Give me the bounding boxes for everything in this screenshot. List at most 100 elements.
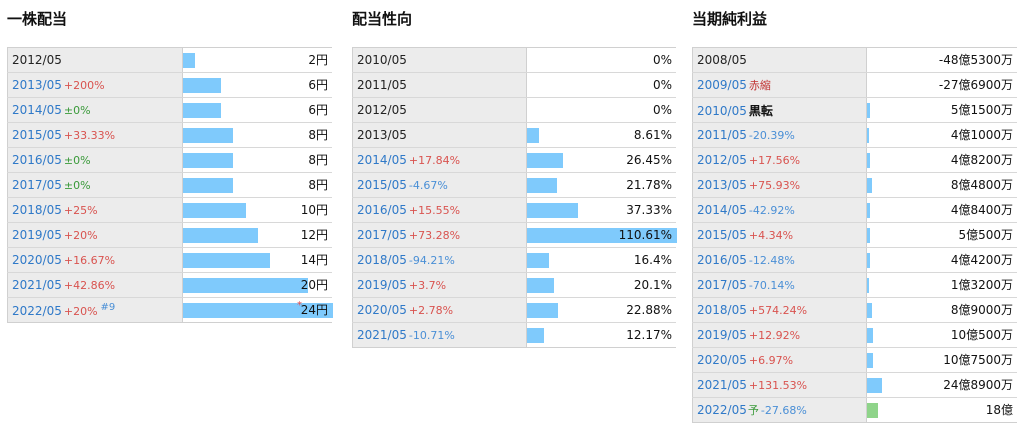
value-cell: 18億 [865, 397, 1017, 423]
period-label[interactable]: 2019/05 [12, 228, 62, 242]
period-label[interactable]: 2021/05 [697, 378, 747, 392]
value-cell: -48億5300万 [865, 47, 1017, 73]
value-cell: 6円 [181, 97, 332, 123]
period-cell: 2012/05 [7, 47, 183, 73]
period-label[interactable]: 2018/05 [697, 303, 747, 317]
period-cell: 2014/05 +17.84% [352, 147, 527, 173]
change-percent: +17.84% [408, 154, 461, 167]
value-cell: 12.17% [525, 322, 676, 348]
period-cell: 2014/05 -42.92% [692, 197, 867, 223]
period-label[interactable]: 2015/05 [697, 228, 747, 242]
table-row: 2013/05 +75.93% 8億4800万 [692, 172, 1017, 198]
change-percent: -20.39% [748, 129, 795, 142]
period-label[interactable]: 2020/05 [357, 303, 407, 317]
value-cell: 20.1% [525, 272, 676, 298]
table-row: 2016/05 ±0% 8円 [7, 147, 332, 173]
period-cell: 2015/05 -4.67% [352, 172, 527, 198]
value-bar [866, 203, 870, 218]
period-label[interactable]: 2020/05 [697, 353, 747, 367]
period-label[interactable]: 2014/05 [697, 203, 747, 217]
value-text: 8円 [308, 178, 328, 192]
value-bar [866, 403, 878, 418]
period-label: 2012/05 [12, 53, 62, 67]
value-cell: 4億8200万 [865, 147, 1017, 173]
value-cell: 24億8900万 [865, 372, 1017, 398]
period-label[interactable]: 2019/05 [697, 328, 747, 342]
value-bar [866, 178, 872, 193]
value-cell: 4億1000万 [865, 122, 1017, 148]
period-label[interactable]: 2015/05 [357, 178, 407, 192]
table-row: 2020/05 +6.97% 10億7500万 [692, 347, 1017, 373]
period-label[interactable]: 2016/05 [357, 203, 407, 217]
period-label[interactable]: 2017/05 [697, 278, 747, 292]
panel-title: 当期純利益 [692, 10, 768, 28]
value-bar [866, 128, 869, 143]
value-cell: 22.88% [525, 297, 676, 323]
change-percent: +75.93% [748, 179, 801, 192]
period-label[interactable]: 2011/05 [697, 128, 747, 142]
value-bar [182, 228, 258, 243]
value-text: 6円 [308, 78, 328, 92]
period-label[interactable]: 2018/05 [357, 253, 407, 267]
footnote-link[interactable]: #9 [100, 302, 116, 313]
value-cell: 0% [525, 72, 676, 98]
period-label[interactable]: 2017/05 [12, 178, 62, 192]
value-text: 37.33% [626, 203, 672, 217]
period-label[interactable]: 2018/05 [12, 203, 62, 217]
value-cell: 10億500万 [865, 322, 1017, 348]
period-label[interactable]: 2010/05 [697, 103, 747, 118]
period-label[interactable]: 2022/05 [697, 403, 747, 417]
period-cell: 2018/05 +25% [7, 197, 183, 223]
table-row: 2018/05 -94.21% 16.4% [352, 247, 676, 273]
period-label[interactable]: 2022/05 [12, 304, 62, 318]
value-cell: 8億4800万 [865, 172, 1017, 198]
value-bar [866, 328, 873, 343]
table-row: 2017/05 ±0% 8円 [7, 172, 332, 198]
period-label[interactable]: 2016/05 [697, 253, 747, 267]
period-label[interactable]: 2012/05 [697, 153, 747, 167]
table-row: 2018/05 +25% 10円 [7, 197, 332, 223]
value-cell: 4億4200万 [865, 247, 1017, 273]
value-bar [182, 153, 233, 168]
period-cell: 2019/05 +3.7% [352, 272, 527, 298]
period-label[interactable]: 2021/05 [357, 328, 407, 342]
table-row: 2016/05 -12.48% 4億4200万 [692, 247, 1017, 273]
table-row: 2011/05 -20.39% 4億1000万 [692, 122, 1017, 148]
period-label: 2011/05 [357, 78, 407, 92]
table-row: 2009/05 赤縮 -27億6900万 [692, 72, 1017, 98]
value-bar [526, 278, 554, 293]
change-percent: +12.92% [748, 329, 801, 342]
period-cell: 2015/05 +4.34% [692, 222, 867, 248]
change-percent: +33.33% [63, 129, 116, 142]
value-bar [526, 203, 578, 218]
change-percent: ±0% [63, 154, 91, 167]
period-cell: 2016/05 +15.55% [352, 197, 527, 223]
period-label[interactable]: 2014/05 [357, 153, 407, 167]
table-row: 2010/05 黒転 5億1500万 [692, 97, 1017, 123]
period-label[interactable]: 2019/05 [357, 278, 407, 292]
value-bar [866, 353, 873, 368]
period-cell: 2015/05 +33.33% [7, 122, 183, 148]
period-label[interactable]: 2015/05 [12, 128, 62, 142]
table-row: 2019/05 +3.7% 20.1% [352, 272, 676, 298]
value-text: 5億1500万 [950, 103, 1013, 117]
period-label[interactable]: 2009/05 [697, 78, 747, 92]
value-cell: 8円 [181, 172, 332, 198]
table-row: 2021/05 +131.53% 24億8900万 [692, 372, 1017, 398]
value-text: 24円 [300, 303, 328, 317]
period-label[interactable]: 2020/05 [12, 253, 62, 267]
value-cell: 8億9000万 [865, 297, 1017, 323]
value-bar [866, 378, 882, 393]
period-label[interactable]: 2017/05 [357, 228, 407, 242]
period-cell: 2018/05 +574.24% [692, 297, 867, 323]
period-label[interactable]: 2016/05 [12, 153, 62, 167]
value-cell: 2円 [181, 47, 332, 73]
value-text: -27億6900万 [938, 78, 1013, 92]
period-label[interactable]: 2021/05 [12, 278, 62, 292]
table-row: 2019/05 +20% 12円 [7, 222, 332, 248]
value-cell: 37.33% [525, 197, 676, 223]
value-bar [182, 278, 308, 293]
period-label[interactable]: 2014/05 [12, 103, 62, 117]
period-label[interactable]: 2013/05 [12, 78, 62, 92]
period-label[interactable]: 2013/05 [697, 178, 747, 192]
